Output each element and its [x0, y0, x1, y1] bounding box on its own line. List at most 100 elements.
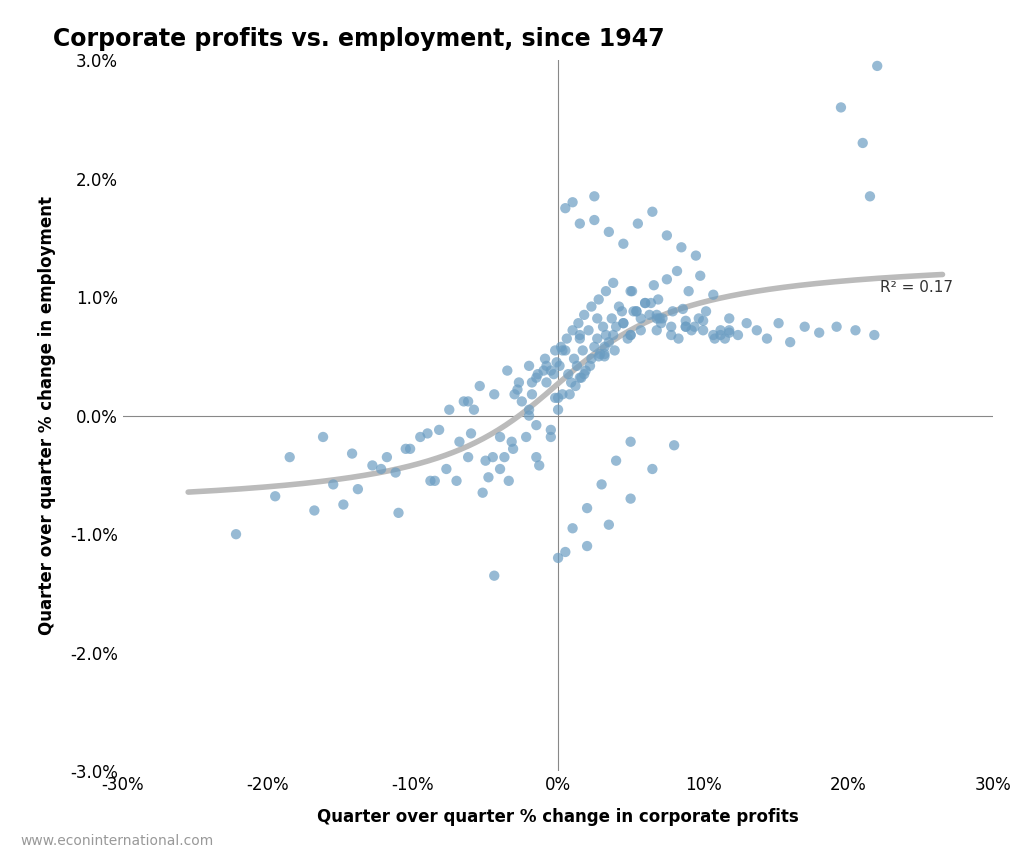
Point [589, 312, 605, 326]
Point [563, 375, 580, 389]
Point [598, 285, 614, 298]
Point [686, 320, 702, 333]
Point [601, 225, 617, 239]
Point [608, 454, 625, 468]
Point [484, 450, 501, 464]
Point [610, 300, 627, 314]
Point [615, 316, 632, 330]
Point [664, 328, 680, 342]
Point [690, 312, 707, 326]
Point [511, 375, 527, 389]
Point [623, 434, 639, 448]
Point [606, 344, 623, 357]
Point [557, 344, 573, 357]
Point [749, 323, 765, 337]
Point [680, 285, 696, 298]
Point [608, 320, 625, 333]
Point [683, 323, 699, 337]
Point [460, 450, 476, 464]
Point [463, 427, 479, 440]
Point [549, 356, 565, 369]
Point [605, 276, 622, 290]
Point [567, 379, 584, 393]
Point [344, 446, 360, 460]
Point [721, 326, 737, 339]
Point [314, 430, 331, 444]
Point [422, 474, 438, 488]
Point [623, 328, 639, 342]
Point [658, 229, 675, 243]
Point [615, 237, 632, 250]
Point [623, 285, 639, 298]
Point [678, 320, 694, 333]
Point [505, 442, 521, 456]
Point [596, 347, 612, 361]
Point [528, 450, 545, 464]
Point [523, 375, 541, 389]
Point [492, 462, 508, 476]
Point [678, 314, 694, 327]
Point [499, 363, 515, 377]
Point [671, 332, 687, 345]
Point [811, 326, 827, 339]
Point [449, 474, 465, 488]
Point [365, 458, 381, 472]
Point [452, 434, 468, 448]
Point [492, 430, 508, 444]
Point [267, 489, 284, 503]
Point [759, 332, 775, 345]
Point [282, 450, 298, 464]
Point [713, 328, 729, 342]
Point [626, 304, 642, 318]
Point [688, 249, 705, 262]
Point [707, 332, 723, 345]
Point [637, 297, 653, 310]
Point [573, 371, 590, 385]
Point [554, 344, 570, 357]
Point [474, 486, 490, 500]
Point [325, 477, 341, 491]
Point [721, 323, 737, 337]
Point [575, 308, 592, 321]
Point [227, 527, 244, 541]
Point [480, 470, 497, 484]
Text: R² = 0.17: R² = 0.17 [880, 280, 953, 295]
Point [438, 462, 455, 476]
Point [581, 323, 597, 337]
Point [669, 264, 685, 278]
Point [456, 394, 472, 408]
Point [645, 279, 662, 292]
Point [575, 368, 592, 381]
Point [486, 569, 503, 583]
Point [678, 320, 694, 333]
Point [605, 328, 622, 342]
Point [431, 423, 447, 437]
Point [648, 312, 665, 326]
Point [695, 323, 712, 337]
Point [521, 359, 538, 373]
Point [665, 304, 681, 318]
Point [379, 450, 395, 464]
Point [644, 462, 660, 476]
Point [866, 328, 883, 342]
Point [648, 308, 665, 321]
Point [518, 430, 535, 444]
Point [547, 391, 563, 405]
Point [586, 189, 602, 203]
Point [574, 344, 591, 357]
Point [560, 368, 577, 381]
Point [582, 359, 598, 373]
Point [664, 320, 680, 333]
Point [641, 308, 657, 321]
Point [521, 403, 538, 417]
Point [579, 501, 595, 515]
Point [738, 316, 755, 330]
Point [578, 363, 594, 377]
Point [550, 403, 566, 417]
Point [568, 359, 585, 373]
Point [630, 217, 646, 231]
Point [427, 474, 443, 488]
Point [633, 312, 649, 326]
Point [571, 328, 588, 342]
Point [595, 320, 611, 333]
